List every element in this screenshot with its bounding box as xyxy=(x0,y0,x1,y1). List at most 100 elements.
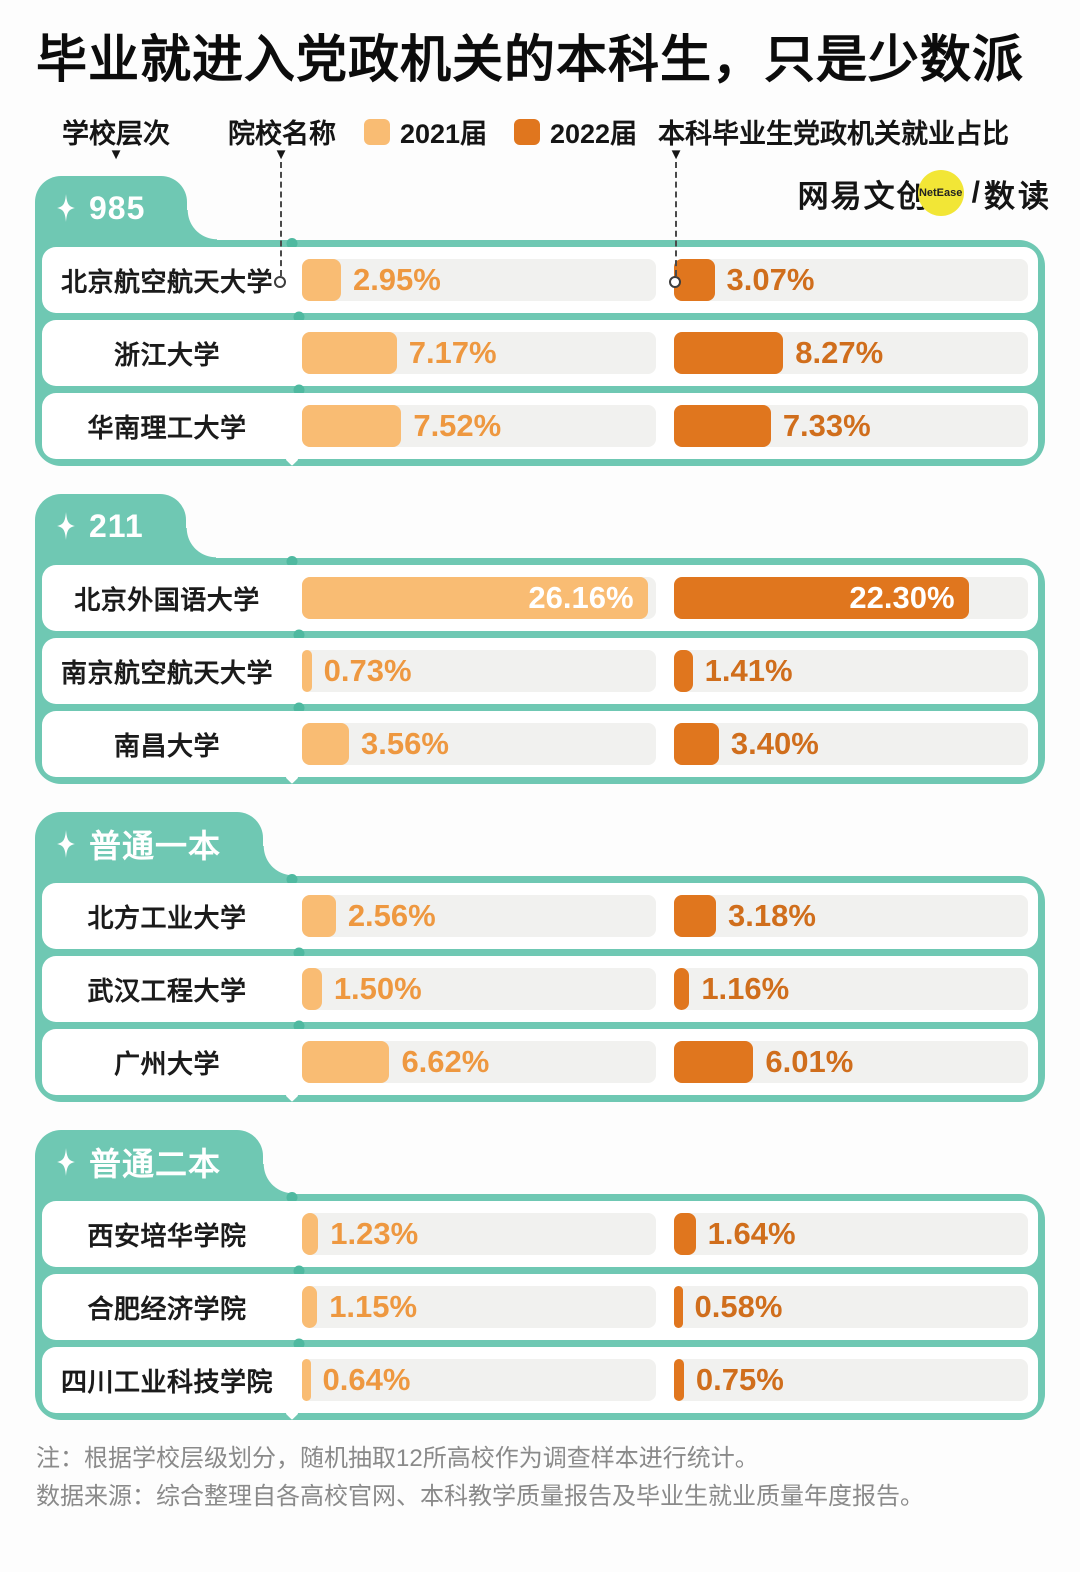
bar-2022 xyxy=(674,577,969,619)
sparkle-icon xyxy=(57,194,75,222)
footnote-method: 注：根据学校层级划分，随机抽取12所高校作为调查样本进行统计。 xyxy=(36,1445,759,1472)
value-2021: 6.62% xyxy=(401,1044,490,1079)
pointer-arrow-icon: ▼ xyxy=(668,146,684,163)
legend-series-2021: 2021届 xyxy=(364,112,487,151)
bar-2022 xyxy=(674,650,693,692)
value-2022: 1.41% xyxy=(704,653,793,688)
track-2021: 1.23% xyxy=(302,1213,656,1255)
value-2021: 3.56% xyxy=(361,726,449,761)
track-2022: 8.27% xyxy=(674,332,1028,374)
tier-tab: 普通二本 xyxy=(35,1130,294,1194)
swatch-2022-icon xyxy=(514,118,540,145)
school-row: 南昌大学 3.56% 3.40% xyxy=(42,711,1038,777)
bar-2022 xyxy=(674,1286,683,1328)
school-row: 南京航空航天大学 0.73% 1.41% xyxy=(42,638,1038,704)
school-row: 武汉工程大学 1.50% 1.16% xyxy=(42,956,1038,1022)
sparkle-icon xyxy=(57,1148,75,1176)
bar-2022 xyxy=(674,895,716,937)
bar-2022 xyxy=(674,1359,684,1401)
bar-2022 xyxy=(674,968,690,1010)
legend-series-2022-label: 2022届 xyxy=(550,119,638,149)
school-row: 北京航空航天大学 2.95% 3.07% xyxy=(42,247,1038,313)
sparkle-icon xyxy=(57,830,75,858)
track-2021: 26.16% xyxy=(302,577,656,619)
track-2022: 22.30% xyxy=(674,577,1028,619)
value-2022: 6.01% xyxy=(765,1044,854,1079)
track-2021: 6.62% xyxy=(302,1041,656,1083)
legend-series-2021-label: 2021届 xyxy=(400,119,488,149)
bar-2021 xyxy=(302,1213,319,1255)
tier-tab: 985 xyxy=(35,176,218,240)
track-2022: 3.18% xyxy=(674,895,1028,937)
value-2022: 1.16% xyxy=(701,971,790,1006)
track-2022: 7.33% xyxy=(674,405,1028,447)
tier-label: 985 xyxy=(89,189,146,226)
swatch-2021-icon xyxy=(364,118,390,145)
bar-2022 xyxy=(674,405,771,447)
school-name: 四川工业科技学院 xyxy=(60,1366,273,1397)
legend-school-name-label: 院校名称 xyxy=(228,119,336,149)
school-name: 北方工业大学 xyxy=(87,902,247,933)
legend-school-tier: 学校层次 xyxy=(62,112,170,151)
row-separator xyxy=(42,386,1038,393)
logo-slash: / xyxy=(971,176,980,209)
brand-name: 网易文创 xyxy=(797,178,930,214)
tier-section: 985 北京航空航天大学 2.95% 3.07% 浙江大学 7.17% 8.27… xyxy=(35,176,1045,466)
bar-2021 xyxy=(302,405,402,447)
school-name: 武汉工程大学 xyxy=(87,975,247,1006)
pointer-arrow-icon: ▼ xyxy=(273,146,289,163)
pointer-arrow-icon: ▼ xyxy=(108,146,124,163)
school-row: 西安培华学院 1.23% 1.64% xyxy=(42,1201,1038,1267)
track-2021: 3.56% xyxy=(302,723,656,765)
track-2022: 3.40% xyxy=(674,723,1028,765)
logo-sub-brand: 数读 xyxy=(984,178,1052,214)
tier-label: 211 xyxy=(89,507,144,544)
tier-label: 普通一本 xyxy=(89,828,222,864)
footnotes: 注：根据学校层级划分，随机抽取12所高校作为调查样本进行统计。 数据来源：综合整… xyxy=(36,1440,1046,1516)
bar-2021 xyxy=(302,895,336,937)
row-separator xyxy=(42,1267,1038,1274)
school-row: 北京外国语大学 26.16% 22.30% xyxy=(42,565,1038,631)
legend-metric: 本科毕业生党政机关就业占比 xyxy=(658,112,1009,151)
connector-endpoint-circle xyxy=(669,276,681,288)
school-name: 南昌大学 xyxy=(113,730,220,761)
tier-section: 211 北京外国语大学 26.16% 22.30% 南京航空航天大学 0.73%… xyxy=(35,494,1045,784)
legend-school-tier-label: 学校层次 xyxy=(62,119,170,149)
value-2021: 7.52% xyxy=(413,408,502,443)
value-2022: 8.27% xyxy=(795,335,884,370)
school-name: 西安培华学院 xyxy=(87,1220,247,1251)
bar-2021 xyxy=(302,259,341,301)
connector-endpoint-circle xyxy=(274,276,286,288)
value-2021: 26.16% xyxy=(528,580,634,615)
value-2021: 7.17% xyxy=(408,335,497,370)
bar-2022 xyxy=(674,723,719,765)
value-2022: 0.58% xyxy=(694,1289,783,1324)
track-2022: 1.16% xyxy=(674,968,1028,1010)
bar-2021 xyxy=(302,650,312,692)
bar-2022 xyxy=(674,1041,754,1083)
tier-section: 普通二本 西安培华学院 1.23% 1.64% 合肥经济学院 1.15% 0.5… xyxy=(35,1130,1045,1420)
value-2021: 2.95% xyxy=(352,262,441,297)
tier-body: 北方工业大学 2.56% 3.18% 武汉工程大学 1.50% 1.16% 广州… xyxy=(35,876,1045,1102)
value-2022: 7.33% xyxy=(782,408,871,443)
school-row: 四川工业科技学院 0.64% 0.75% xyxy=(42,1347,1038,1413)
value-2022: 22.30% xyxy=(849,580,955,615)
tier-tab: 211 xyxy=(35,494,216,558)
sparkle-icon xyxy=(57,512,75,540)
school-name: 南京航空航天大学 xyxy=(60,657,273,688)
track-2021: 7.17% xyxy=(302,332,656,374)
school-row: 北方工业大学 2.56% 3.18% xyxy=(42,883,1038,949)
school-row: 浙江大学 7.17% 8.27% xyxy=(42,320,1038,386)
value-2022: 0.75% xyxy=(695,1362,784,1397)
track-2021: 2.56% xyxy=(302,895,656,937)
row-separator xyxy=(42,631,1038,638)
bar-2021 xyxy=(302,1041,390,1083)
school-name: 浙江大学 xyxy=(113,339,220,370)
school-row: 合肥经济学院 1.15% 0.58% xyxy=(42,1274,1038,1340)
bar-2021 xyxy=(302,1286,318,1328)
row-separator xyxy=(42,1340,1038,1347)
brand-logo: 网易文创 NetEase / 数读 xyxy=(798,170,1052,216)
track-2021: 1.50% xyxy=(302,968,656,1010)
value-2022: 3.40% xyxy=(730,726,819,761)
row-separator xyxy=(42,313,1038,320)
